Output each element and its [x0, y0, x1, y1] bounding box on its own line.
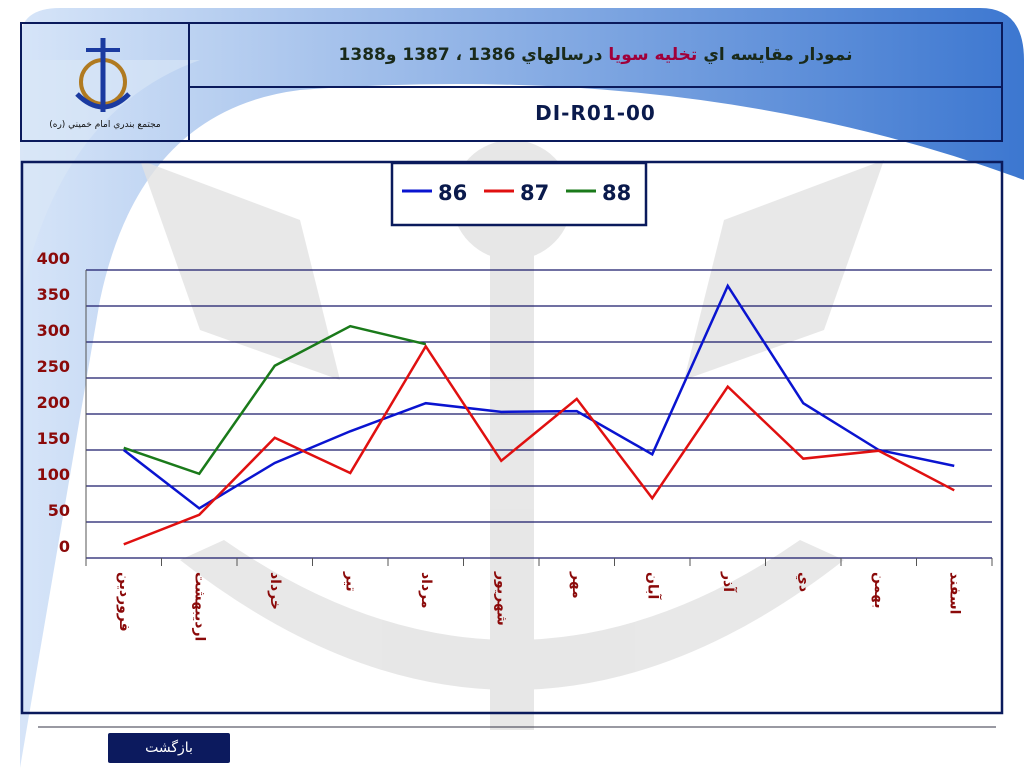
legend-label: 87	[520, 181, 549, 205]
y-tick-label: 300	[37, 321, 70, 340]
legend-label: 88	[602, 181, 631, 205]
title-part: تخليه سويا	[608, 45, 698, 65]
legend-box	[390, 161, 648, 227]
logo-cell: مجتمع بندري امام خميني (ره)	[22, 24, 190, 140]
x-tick-label: آبان	[644, 572, 662, 600]
x-tick-label: دي	[794, 572, 811, 592]
series-line	[123, 324, 427, 476]
y-tick-label: 50	[48, 501, 70, 520]
series-line	[122, 283, 955, 510]
x-tick-label: مهر	[569, 571, 585, 599]
legend-label: 86	[438, 181, 467, 205]
title-row: نمودار مقايسه اي تخليه سويا درسالهاي 138…	[190, 24, 1001, 88]
series-line	[123, 343, 955, 546]
x-tick-label: تير	[342, 571, 358, 592]
y-tick-label: 0	[59, 537, 70, 556]
document-code: DI-R01-00	[535, 101, 656, 125]
y-tick-label: 150	[37, 429, 70, 448]
y-tick-label: 100	[37, 465, 70, 484]
x-tick-label: مرداد	[418, 572, 434, 609]
title-part: درسالهاي 1386 ، 1387 و1388	[338, 45, 603, 65]
header: مجتمع بندري امام خميني (ره) نمودار مقايس…	[20, 22, 1003, 142]
x-tick-label: اسفند	[946, 572, 962, 614]
x-tick-label: شهريور	[493, 571, 509, 626]
y-tick-label: 350	[37, 285, 70, 304]
x-tick-label: بهمن	[871, 572, 887, 608]
logo	[75, 38, 131, 112]
title-part: نمودار مقايسه اي	[703, 45, 853, 65]
logo-caption: مجتمع بندري امام خميني (ره)	[49, 120, 161, 130]
y-tick-label: 400	[37, 249, 70, 268]
x-tick-label: ارديبهشت	[191, 572, 207, 641]
x-tick-label: آذر	[720, 571, 738, 593]
x-tick-label: فروردين	[116, 572, 132, 632]
y-tick-label: 250	[37, 357, 70, 376]
y-tick-label: 200	[37, 393, 70, 412]
back-button[interactable]: بازگشت	[108, 733, 230, 763]
chart-frame	[20, 160, 1004, 715]
x-tick-label: خرداد	[267, 572, 283, 610]
